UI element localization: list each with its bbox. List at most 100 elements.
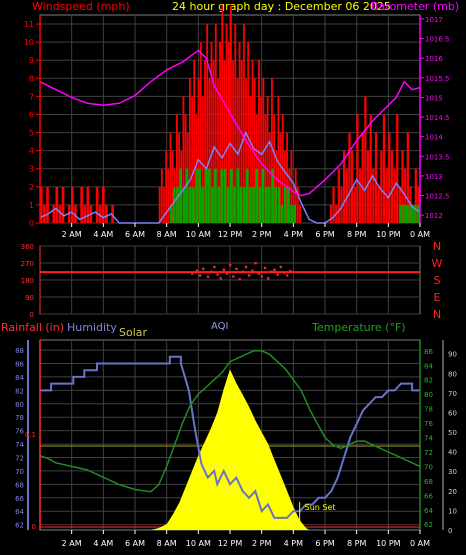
wind-max-bar <box>214 24 217 224</box>
direction-point <box>202 267 205 271</box>
direction-point <box>191 272 194 275</box>
time-tick-label: 4 AM <box>93 539 113 548</box>
time-tick-label: 6 PM <box>315 539 334 548</box>
barometer-line <box>39 49 421 197</box>
barometer-tick-label: 1014.5 <box>425 114 450 122</box>
barometer-tick-label: 1013 <box>425 173 443 181</box>
wind-max-bar <box>52 204 56 223</box>
sunset-label: Sun Set <box>305 503 336 512</box>
wind-avg-bar <box>290 204 293 223</box>
wind-max-bar <box>102 186 105 223</box>
wind-max-bar <box>111 204 114 223</box>
wind-max-bar <box>406 132 409 223</box>
temperature-tick-label: 78 <box>424 406 433 414</box>
solar-tick-label: 50 <box>448 429 457 437</box>
direction-point <box>270 270 273 273</box>
wind-max-bar <box>345 168 348 223</box>
wind-avg-bar <box>198 168 202 223</box>
humidity-legend: Humidity <box>67 321 117 334</box>
wind-max-bar <box>227 42 230 224</box>
compass-label: E <box>434 291 441 304</box>
wind-avg-bar <box>287 186 290 223</box>
climate-axes: 62 64 66 68 70 72 74 76 78 80 82 84 86 88 0.1 0 62 64 66 68… <box>15 340 457 535</box>
wind-max-bar <box>80 186 83 223</box>
direction-point <box>267 277 270 280</box>
wind-lines <box>39 49 421 224</box>
time-tick-label: 2 PM <box>252 230 271 239</box>
wind-max-bar <box>382 114 386 223</box>
temperature-tick-label: 70 <box>424 463 433 471</box>
wind-max-bar <box>251 60 254 223</box>
direction-point <box>195 269 199 272</box>
wind-max-bar <box>294 168 297 223</box>
wind-max-bar <box>206 24 209 224</box>
temperature-line <box>39 350 421 493</box>
wind-max-bar <box>225 24 228 224</box>
temperature-tick-label: 80 <box>424 391 433 399</box>
wind-max-bar <box>388 132 391 223</box>
direction-tick-label: 90 <box>25 294 34 302</box>
wind-max-bar <box>236 78 239 223</box>
solar-tick-label: 70 <box>448 390 457 398</box>
temperature-tick-label: 76 <box>424 420 433 428</box>
wind-avg-bar <box>204 168 208 223</box>
solar-tick-label: 40 <box>448 449 457 457</box>
wind-max-bar <box>165 150 168 223</box>
wind-avg-bar <box>169 204 173 223</box>
wind-avg-bar <box>414 204 417 223</box>
wind-max-bar <box>71 186 74 223</box>
wind-avg-bar <box>249 186 252 223</box>
wind-max-bar <box>249 96 252 223</box>
wind-avg-bar <box>271 168 274 223</box>
wind-max-bar <box>191 96 193 223</box>
wind-max-bar <box>160 168 163 223</box>
climate-lines: Sun Set <box>39 350 421 530</box>
windspeed-tick-label: 7 <box>29 92 34 101</box>
wind-avg-bar <box>405 204 408 223</box>
wind-avg-bar <box>220 168 224 223</box>
barometer-tick-label: 1013.5 <box>425 153 450 161</box>
wind-max-bar <box>238 42 241 224</box>
wind-avg-bar <box>245 168 249 223</box>
wind-avg-bar <box>268 186 271 223</box>
barometer-tick-label: 1017 <box>425 16 443 24</box>
wind-max-bar <box>240 60 243 223</box>
direction-point <box>219 277 222 280</box>
wind-avg-bar <box>258 186 262 223</box>
wind-avg-bars <box>169 168 420 223</box>
wind-max-bar <box>366 150 370 223</box>
humidity-tick-label: 68 <box>15 481 24 489</box>
wind-max-bar <box>393 168 396 223</box>
barometer-axis-label: Barometer (mb) <box>371 0 459 13</box>
wind-avg-bar <box>242 186 246 223</box>
direction-point <box>244 265 248 269</box>
wind-avg-bar <box>293 204 297 223</box>
wind-max-bar <box>343 150 346 223</box>
wind-max-bar <box>277 96 280 223</box>
solar-tick-label: 20 <box>448 488 457 496</box>
wind-max-bar <box>221 5 224 223</box>
wind-avg-bar <box>230 168 233 223</box>
wind-max-bar <box>171 150 174 223</box>
wind-max-bar <box>380 150 383 223</box>
wind-max-bar <box>396 114 399 223</box>
wind-max-bar <box>176 114 178 223</box>
wind-avg-bar <box>173 186 176 223</box>
windspeed-ticks: 0 1 2 3 4 5 6 7 8 9 10 11 <box>24 15 41 228</box>
temperature-tick-label: 66 <box>424 492 433 500</box>
wind-max-bar <box>353 186 356 223</box>
rain-tick-label: 0.1 <box>25 431 36 439</box>
windspeed-tick-label: 2 <box>29 183 34 192</box>
wind-max-bar <box>348 132 351 223</box>
windspeed-tick-label: 0 <box>29 219 34 228</box>
wind-max-bar <box>193 60 196 223</box>
wind-avg-bar <box>233 186 236 223</box>
humidity-tick-label: 72 <box>15 454 24 462</box>
solar-tick-label: 10 <box>448 507 457 515</box>
wind-speed-line <box>39 130 421 224</box>
wind-max-bar <box>46 186 49 223</box>
humidity-tick-label: 76 <box>15 428 24 436</box>
wind-avg-bar <box>188 186 192 223</box>
wind-avg-bar <box>195 168 198 223</box>
wind-avg-bar <box>192 186 195 223</box>
